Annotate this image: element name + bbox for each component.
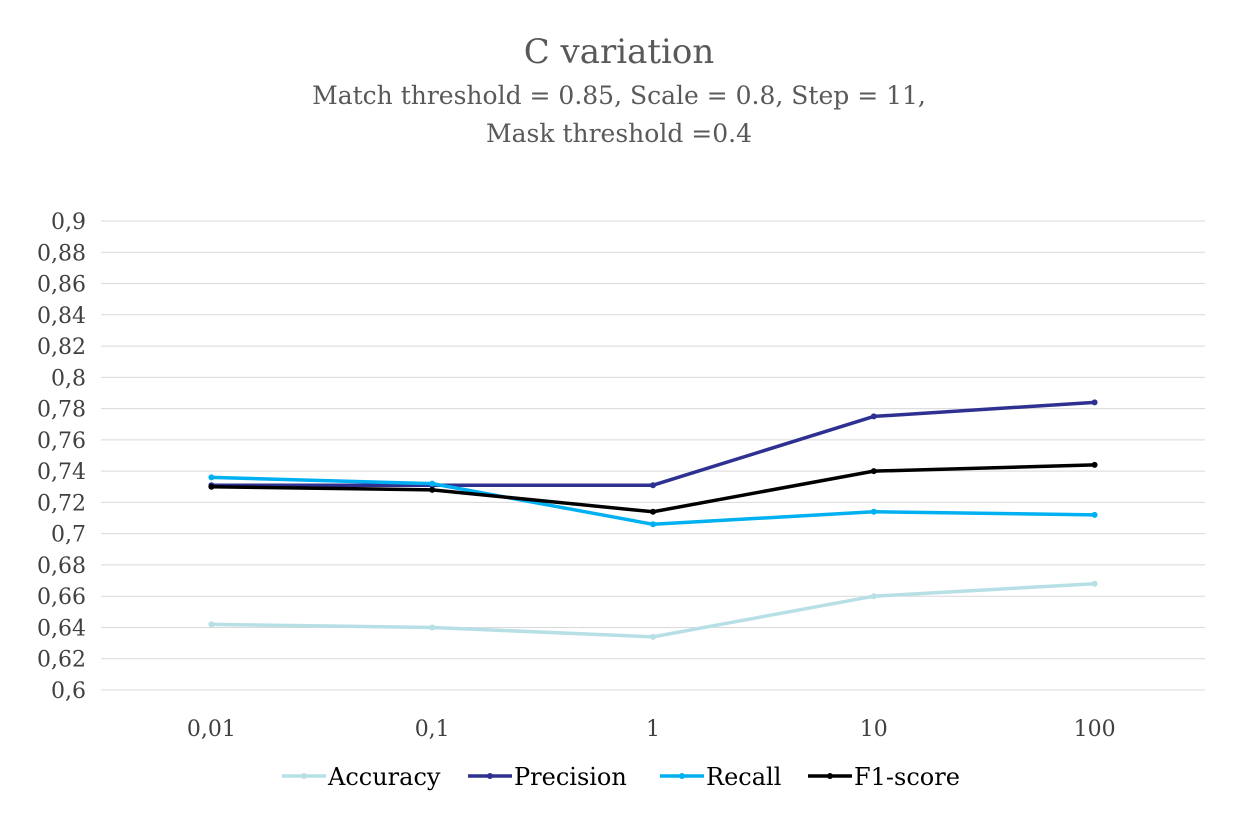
- series-accuracy: [208, 580, 1098, 640]
- legend-label-recall: Recall: [706, 763, 781, 791]
- chart-title: C variation: [524, 32, 715, 72]
- series-lines: [208, 399, 1098, 640]
- y-tick-label: 0,68: [37, 554, 86, 579]
- data-point-recall: [650, 521, 656, 528]
- x-tick-label: 100: [1074, 717, 1116, 742]
- data-point-recall: [870, 508, 877, 515]
- y-axis-ticks: 0,6 0,62 0,64 0,66 0,68 0,7 0,72 0,74 0,76 0,78 0,…: [37, 210, 86, 704]
- legend-marker-precision: [487, 773, 493, 779]
- legend-item-recall: Recall: [660, 763, 781, 791]
- data-point-precision: [870, 413, 877, 420]
- y-tick-label: 0,62: [37, 648, 86, 673]
- y-tick-label: 0,72: [37, 491, 86, 516]
- series-precision: [208, 399, 1098, 489]
- x-tick-label: 10: [860, 717, 888, 742]
- y-tick-label: 0,8: [51, 366, 86, 391]
- data-point-f1-score: [650, 508, 656, 515]
- y-tick-label: 0,74: [37, 460, 86, 485]
- legend-label-accuracy: Accuracy: [327, 763, 441, 791]
- y-tick-label: 0,84: [37, 304, 86, 329]
- data-point-accuracy: [208, 621, 215, 628]
- data-point-accuracy: [1091, 580, 1098, 587]
- legend-marker-f1-score: [827, 773, 833, 779]
- y-tick-label: 0,9: [51, 210, 86, 235]
- data-point-f1-score: [1091, 461, 1098, 468]
- data-point-accuracy: [870, 593, 877, 600]
- data-point-recall: [429, 480, 436, 487]
- data-point-f1-score: [208, 483, 215, 490]
- x-axis-ticks: 0,01 0,1 1 10 100: [187, 717, 1116, 742]
- gridlines: [101, 220, 1205, 691]
- legend-label-precision: Precision: [514, 763, 627, 791]
- y-tick-label: 0,7: [51, 523, 86, 548]
- legend-item-accuracy: Accuracy: [282, 763, 441, 791]
- data-point-f1-score: [429, 486, 436, 493]
- x-tick-label: 0,1: [415, 717, 450, 742]
- data-point-accuracy: [429, 624, 436, 631]
- data-point-precision: [650, 482, 656, 489]
- series-f1-score: [208, 461, 1098, 515]
- series-line-precision: [211, 400, 1095, 487]
- data-point-accuracy: [650, 633, 656, 640]
- x-tick-label: 0,01: [187, 717, 236, 742]
- chart-subtitle-line-2: Mask threshold =0.4: [486, 119, 752, 148]
- y-tick-label: 0,86: [37, 273, 86, 298]
- data-point-recall: [1091, 511, 1098, 518]
- y-tick-label: 0,66: [37, 585, 86, 610]
- chart-subtitle-line-1: Match threshold = 0.85, Scale = 0.8, Ste…: [312, 81, 926, 110]
- legend-item-f1-score: F1-score: [808, 763, 960, 791]
- series-recall: [208, 474, 1098, 528]
- y-tick-label: 0,88: [37, 241, 86, 266]
- legend-marker-recall: [679, 773, 685, 779]
- data-point-recall: [208, 474, 215, 481]
- y-tick-label: 0,82: [37, 335, 86, 360]
- legend-marker-accuracy: [301, 773, 307, 779]
- legend-label-f1-score: F1-score: [854, 763, 960, 791]
- y-tick-label: 0,64: [37, 616, 86, 641]
- data-point-precision: [1091, 399, 1098, 406]
- data-point-f1-score: [870, 468, 877, 475]
- x-tick-label: 1: [646, 717, 660, 742]
- y-tick-label: 0,78: [37, 398, 86, 423]
- y-tick-label: 0,76: [37, 429, 86, 454]
- legend-item-precision: Precision: [468, 763, 627, 791]
- legend: Accuracy Precision Recall F1-score: [282, 763, 960, 791]
- series-line-accuracy: [211, 581, 1095, 639]
- y-tick-label: 0,6: [51, 679, 86, 704]
- series-line-f1-score: [211, 463, 1095, 514]
